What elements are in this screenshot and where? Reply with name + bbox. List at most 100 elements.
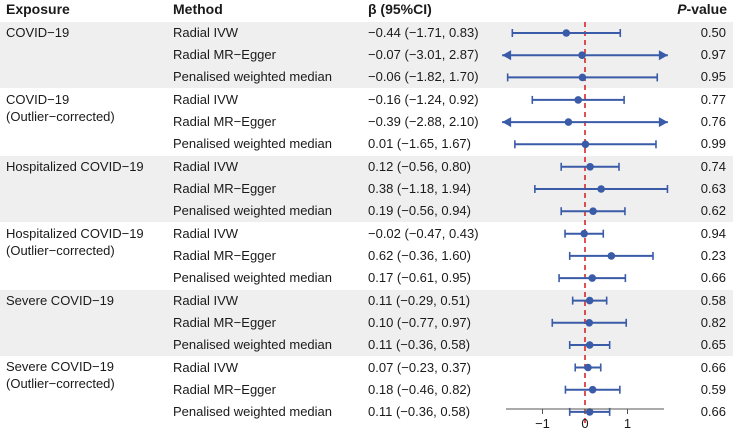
estimate-point bbox=[588, 274, 597, 282]
method-cell: Radial IVW bbox=[173, 225, 239, 241]
beta-ci-cell: 0.12 (−0.56, 0.80) bbox=[368, 158, 471, 174]
ci-arrow-left bbox=[502, 50, 512, 61]
estimate-point bbox=[585, 296, 594, 305]
exposure-label-line: Severe COVID−19 bbox=[6, 359, 115, 375]
method-cell: Radial MR−Egger bbox=[173, 47, 276, 63]
beta-ci-cell: 0.10 (−0.77, 0.97) bbox=[368, 314, 471, 330]
exposure-label-line: (Outlier−corrected) bbox=[6, 376, 115, 392]
beta-ci-cell: −0.02 (−0.47, 0.43) bbox=[368, 225, 479, 241]
x-tick-label: −1 bbox=[535, 416, 550, 431]
p-value-cell: 0.66 bbox=[700, 403, 726, 419]
method-cell: Radial IVW bbox=[173, 158, 239, 174]
p-value-cell: 0.66 bbox=[700, 359, 726, 375]
method-cell: Radial IVW bbox=[173, 292, 239, 308]
exposure-label: COVID−19 bbox=[6, 24, 69, 41]
estimate-point bbox=[588, 385, 597, 394]
estimate-point bbox=[585, 408, 594, 416]
exposure-label-line: (Outlier−corrected) bbox=[6, 242, 115, 258]
beta-ci-cell: −0.16 (−1.24, 0.92) bbox=[368, 91, 479, 107]
p-value-cell: 0.95 bbox=[700, 69, 726, 85]
ci-arrow-left bbox=[502, 117, 512, 128]
estimate-point bbox=[584, 363, 592, 372]
beta-ci-cell: 0.19 (−0.56, 0.94) bbox=[368, 203, 471, 219]
x-tick-label: 1 bbox=[624, 416, 631, 431]
beta-ci-cell: −0.06 (−1.82, 1.70) bbox=[368, 69, 479, 85]
header-p-value: P-value bbox=[677, 0, 727, 18]
method-cell: Radial MR−Egger bbox=[173, 181, 276, 196]
beta-ci-cell: 0.18 (−0.46, 0.82) bbox=[368, 381, 471, 397]
method-cell: Penalised weighted median bbox=[173, 136, 332, 152]
estimate-point bbox=[581, 140, 590, 149]
beta-ci-cell: 0.11 (−0.29, 0.51) bbox=[368, 292, 471, 308]
exposure-label: Hospitalized COVID−19 bbox=[6, 158, 144, 175]
p-value-cell: 0.82 bbox=[700, 314, 726, 330]
method-cell: Radial MR−Egger bbox=[173, 247, 276, 263]
ci-arrow-right bbox=[658, 117, 668, 128]
beta-ci-cell: −0.44 (−1.71, 0.83) bbox=[368, 25, 479, 40]
method-cell: Radial IVW bbox=[173, 359, 239, 375]
exposure-label: Hospitalized COVID−19 (Outlier−corrected) bbox=[6, 225, 144, 259]
exposure-label-line: Hospitalized COVID−19 bbox=[6, 158, 144, 174]
method-cell: Radial MR−Egger bbox=[173, 381, 276, 397]
header-p-rest: -value bbox=[686, 1, 727, 17]
beta-ci-cell: 0.07 (−0.23, 0.37) bbox=[368, 359, 471, 375]
method-cell: Radial IVW bbox=[173, 25, 239, 40]
p-value-cell: 0.65 bbox=[700, 337, 726, 352]
ci-arrow-right bbox=[658, 50, 668, 61]
p-value-cell: 0.63 bbox=[700, 181, 726, 196]
exposure-label-line: COVID−19 bbox=[6, 24, 70, 40]
exposure-label-line: Hospitalized COVID−19 bbox=[6, 225, 144, 241]
exposure-label-line: Severe COVID−19 bbox=[6, 292, 115, 308]
p-value-cell: 0.76 bbox=[700, 114, 726, 130]
method-cell: Penalised weighted median bbox=[173, 203, 332, 219]
method-cell: Penalised weighted median bbox=[173, 403, 332, 419]
header-p-italic: P bbox=[677, 1, 687, 17]
estimate-point bbox=[578, 73, 587, 82]
beta-ci-cell: 0.62 (−0.36, 1.60) bbox=[368, 247, 471, 263]
header-beta: β (95%CI) bbox=[368, 1, 432, 17]
p-value-cell: 0.23 bbox=[700, 247, 726, 263]
method-cell: Radial MR−Egger bbox=[173, 314, 276, 330]
exposure-label: COVID−19 (Outlier−corrected) bbox=[6, 91, 115, 125]
beta-ci-cell: 0.01 (−1.65, 1.67) bbox=[368, 136, 471, 152]
method-cell: Radial IVW bbox=[173, 91, 239, 107]
estimate-point bbox=[585, 319, 594, 327]
p-value-cell: 0.66 bbox=[700, 270, 726, 286]
method-cell: Penalised weighted median bbox=[173, 270, 332, 286]
p-value-cell: 0.97 bbox=[700, 47, 726, 63]
p-value-cell: 0.99 bbox=[700, 136, 726, 152]
exposure-label-line: COVID−19 bbox=[6, 91, 70, 107]
method-cell: Radial MR−Egger bbox=[173, 114, 276, 130]
p-value-cell: 0.50 bbox=[700, 25, 726, 40]
beta-ci-cell: 0.11 (−0.36, 0.58) bbox=[368, 403, 471, 419]
exposure-label: Severe COVID−19 (Outlier−corrected) bbox=[6, 358, 115, 392]
beta-ci-cell: −0.39 (−2.88, 2.10) bbox=[368, 114, 479, 130]
p-value-cell: 0.77 bbox=[700, 91, 726, 107]
estimate-point bbox=[586, 163, 594, 171]
beta-ci-cell: 0.38 (−1.18, 1.94) bbox=[368, 181, 471, 196]
header-method: Method bbox=[173, 1, 223, 17]
estimate-point bbox=[589, 207, 597, 215]
header-exposure: Exposure bbox=[6, 1, 70, 17]
p-value-cell: 0.62 bbox=[700, 203, 726, 219]
method-cell: Penalised weighted median bbox=[173, 337, 332, 352]
p-value-cell: 0.59 bbox=[700, 381, 726, 397]
method-cell: Penalised weighted median bbox=[173, 69, 332, 85]
exposure-label-line: (Outlier−corrected) bbox=[6, 108, 115, 124]
estimate-point bbox=[585, 341, 594, 349]
estimate-point bbox=[562, 29, 571, 37]
estimate-point bbox=[564, 118, 573, 126]
beta-ci-cell: 0.17 (−0.61, 0.95) bbox=[368, 270, 471, 286]
estimate-point bbox=[607, 252, 616, 260]
estimate-point bbox=[597, 185, 605, 193]
exposure-label: Severe COVID−19 bbox=[6, 292, 114, 309]
p-value-cell: 0.74 bbox=[700, 158, 726, 174]
beta-ci-cell: 0.11 (−0.36, 0.58) bbox=[368, 337, 471, 352]
beta-ci-cell: −0.07 (−3.01, 2.87) bbox=[368, 47, 479, 63]
estimate-point bbox=[580, 229, 588, 238]
estimate-point bbox=[574, 96, 582, 104]
p-value-cell: 0.94 bbox=[700, 225, 726, 241]
x-tick-label: 0 bbox=[581, 416, 588, 431]
